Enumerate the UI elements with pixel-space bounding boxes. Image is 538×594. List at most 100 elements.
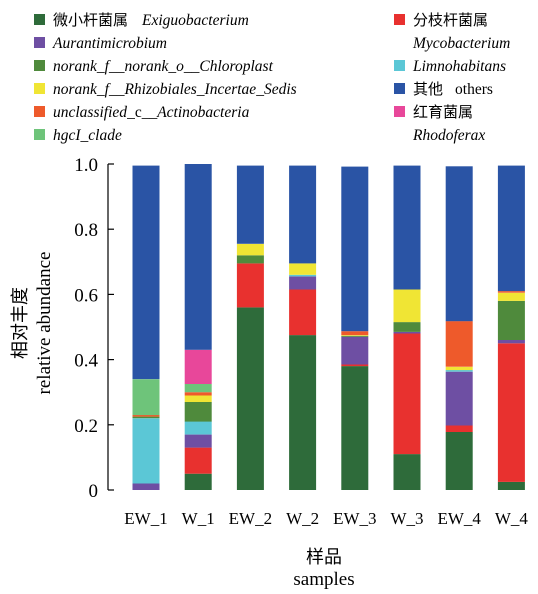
x-axis-label: samples	[293, 569, 354, 590]
bar-segment-W_3-0	[393, 454, 421, 490]
bar-segment-W_1-8	[184, 349, 212, 384]
bar-segment-W_2-9	[289, 165, 317, 264]
x-tick-label: W_3	[390, 509, 423, 528]
bar-segment-W_3-1	[393, 333, 421, 455]
bar-segment-EW_3-5	[341, 335, 369, 336]
legend-item-left-0: 微小杆菌属 Exiguobacterium	[34, 11, 249, 29]
legend-swatch	[34, 14, 45, 25]
legend: 微小杆菌属 Exiguobacterium Aurantimicrobium nora…	[34, 11, 510, 144]
bar-segment-EW_2-0	[236, 307, 264, 490]
bar-segment-EW_4-5	[445, 366, 473, 371]
bar-segment-W_1-9	[184, 164, 212, 350]
bar-segment-W_1-3	[184, 421, 212, 435]
bar-segment-EW_3-4	[341, 335, 369, 337]
bar-segment-W_4-9	[497, 165, 525, 292]
bar-segment-EW_3-6	[341, 331, 369, 336]
bar-segment-EW_2-5	[236, 243, 264, 256]
bar-segment-EW_3-1	[341, 364, 369, 367]
bar-segment-EW_2-1	[236, 263, 264, 308]
legend-swatch	[34, 106, 45, 117]
legend-swatch	[394, 60, 405, 71]
bar-segment-W_4-6	[497, 291, 525, 293]
y-tick-label: 0.6	[74, 285, 98, 306]
legend-label: Aurantimicrobium	[52, 35, 167, 52]
legend-swatch	[394, 106, 405, 117]
legend-item-right-1: Limnohabitans	[394, 58, 506, 75]
bar-segment-W_2-3	[289, 274, 317, 277]
bar-segment-EW_3-2	[341, 336, 369, 365]
legend-label: 其他 others	[413, 80, 493, 98]
bar-segment-W_2-2	[289, 276, 317, 290]
y-tick-label: 0.4	[74, 351, 98, 372]
y-axis-label: relative abundance	[34, 252, 55, 395]
legend-item-left-2: norank_f__norank_o__Chloroplast	[34, 58, 274, 75]
bar-segment-W_1-4	[184, 402, 212, 422]
bar-segment-EW_1-4	[132, 416, 160, 419]
legend-label-latin: Rhodoferax	[412, 127, 485, 144]
bar-segment-EW_3-0	[341, 366, 369, 490]
legend-swatch	[394, 14, 405, 25]
plot-area	[132, 164, 525, 490]
legend-label: norank_f__Rhizobiales_Incertae_Sedis	[53, 81, 297, 98]
legend-item-left-3: norank_f__Rhizobiales_Incertae_Sedis	[34, 81, 297, 98]
y-tick-label: 1.0	[74, 155, 98, 176]
legend-swatch	[34, 37, 45, 48]
bar-segment-EW_1-2	[132, 483, 160, 490]
bar-segment-EW_4-9	[445, 166, 473, 322]
legend-item-left-1: Aurantimicrobium	[34, 35, 167, 52]
legend-swatch	[34, 60, 45, 71]
legend-label: norank_f__norank_o__Chloroplast	[53, 58, 274, 75]
bar-segment-W_1-2	[184, 434, 212, 448]
x-tick-label: EW_4	[437, 509, 481, 528]
x-tick-label: W_4	[495, 509, 529, 528]
x-axis-label-cn: 样品	[306, 547, 342, 568]
bar-segment-EW_4-2	[445, 371, 473, 426]
bar-segment-EW_3-9	[341, 166, 369, 332]
bar-segment-W_1-0	[184, 473, 212, 490]
bar-segment-EW_4-3	[445, 370, 473, 372]
legend-item-right-2: 其他 others	[394, 80, 493, 98]
bar-segment-EW_1-7	[132, 379, 160, 416]
bar-segment-EW_4-0	[445, 432, 473, 490]
legend-label: hgcI_clade	[53, 127, 122, 144]
y-tick-label: 0.8	[74, 220, 98, 241]
bar-segment-EW_1-3	[132, 418, 160, 484]
bar-segment-W_3-2	[393, 331, 421, 334]
y-tick-label: 0	[89, 481, 99, 502]
legend-swatch	[34, 129, 45, 140]
y-tick-label: 0.2	[74, 416, 98, 437]
legend-label-latin: Mycobacterium	[412, 35, 510, 52]
axes: EW_1 W_1 EW_2 W_2 EW_3 W_3 EW_4 W_4 0 0.2 0.4 0.6 0.…	[74, 155, 528, 528]
legend-label: 微小杆菌属 Exiguobacterium	[53, 11, 249, 29]
x-tick-label: EW_2	[229, 509, 272, 528]
bar-segment-W_1-7	[184, 384, 212, 393]
bar-segment-EW_2-4	[236, 255, 264, 264]
bar-segment-W_2-0	[289, 335, 317, 490]
legend-item-left-4: unclassified_c__Actinobacteria	[34, 104, 250, 121]
legend-swatch	[394, 83, 405, 94]
x-tick-label: W_1	[182, 509, 215, 528]
legend-swatch	[34, 83, 45, 94]
bar-segment-EW_1-9	[132, 165, 160, 380]
bar-segment-W_4-2	[497, 340, 525, 344]
bar-segment-W_1-1	[184, 447, 212, 474]
bar-segment-W_4-4	[497, 300, 525, 340]
legend-item-right-0: 分枝杆菌属 Mycobacterium	[394, 11, 510, 52]
bar-segment-W_4-5	[497, 292, 525, 301]
x-tick-label: EW_3	[333, 509, 376, 528]
x-tick-label: EW_1	[124, 509, 167, 528]
bar-segment-W_1-6	[184, 392, 212, 396]
bar-segment-EW_4-1	[445, 425, 473, 432]
legend-label: Limnohabitans	[412, 58, 506, 75]
bar-segment-W_1-5	[184, 395, 212, 402]
bar-segment-EW_2-9	[236, 165, 264, 244]
bar-segment-W_4-1	[497, 343, 525, 482]
bar-segment-EW_4-6	[445, 321, 473, 367]
legend-label: 红育菌属	[413, 103, 473, 121]
bar-segment-W_2-1	[289, 289, 317, 336]
bar-segment-EW_1-6	[132, 415, 160, 417]
legend-label: unclassified_c__Actinobacteria	[53, 104, 250, 121]
legend-label: 分枝杆菌属	[413, 11, 488, 29]
legend-item-right-3: 红育菌属 Rhodoferax	[394, 103, 485, 144]
